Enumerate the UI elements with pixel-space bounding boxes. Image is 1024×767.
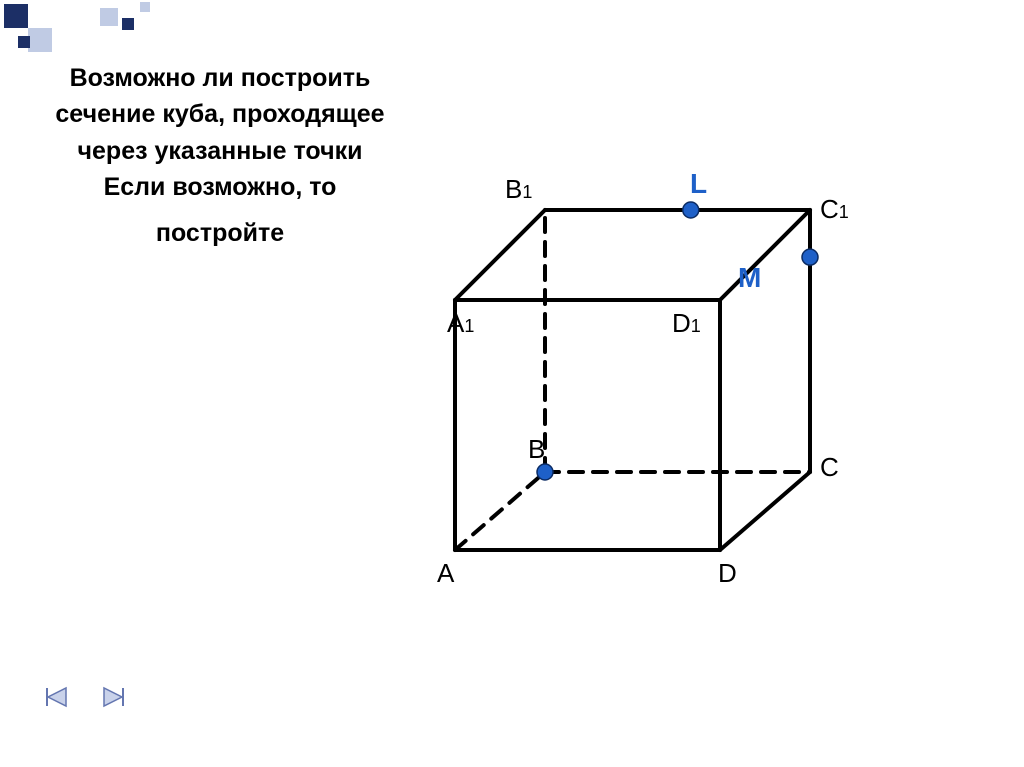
label-B1: B1 [505,174,532,205]
question-line-4: Если возможно, то [40,169,400,205]
label-A: A [437,558,454,589]
next-icon [96,684,128,710]
label-D1: D1 [672,308,701,339]
cube-svg [400,150,870,590]
question-line-5: постройте [40,215,400,251]
cube-diagram: A D C B A1 D1 B1 C1 L M [400,150,870,590]
next-button[interactable] [94,682,130,712]
question-line-2: сечение куба, проходящее [40,96,400,132]
slide-page: Возможно ли построить сечение куба, прох… [0,0,1024,767]
question-line-3: через указанные точки [40,133,400,169]
prev-icon [42,684,74,710]
corner-decoration [0,0,170,56]
point-label-L: L [690,168,707,200]
label-A1: A1 [447,308,474,339]
label-D: D [718,558,737,589]
point-label-M: M [738,262,761,294]
question-line-1: Возможно ли построить [40,60,400,96]
question-text: Возможно ли построить сечение куба, прох… [40,60,400,251]
label-C: C [820,452,839,483]
label-C1: C1 [820,194,849,225]
label-B: B [528,434,545,465]
nav-buttons [40,682,130,712]
prev-button[interactable] [40,682,76,712]
